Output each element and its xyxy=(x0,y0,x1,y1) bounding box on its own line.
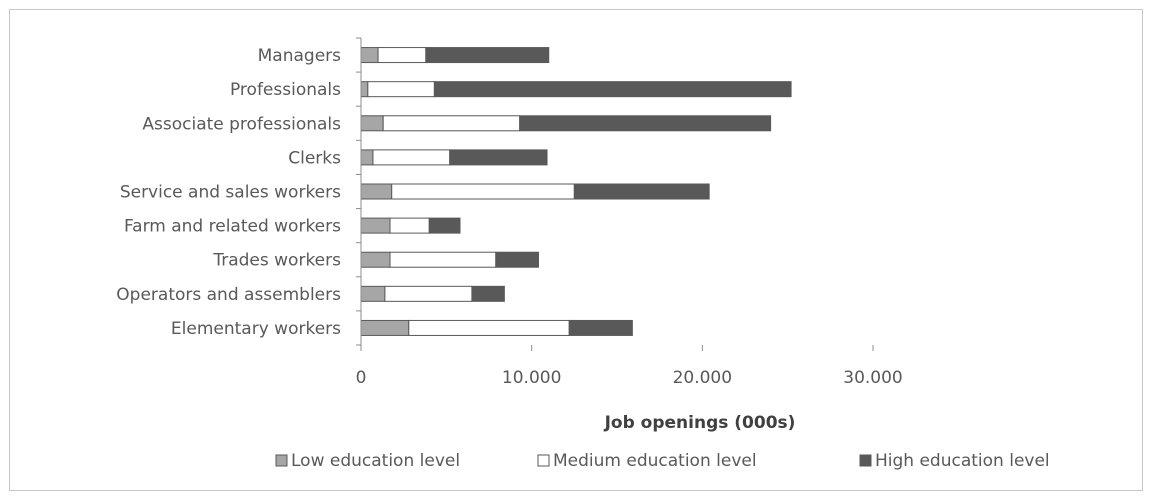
bar-segment-3-5 xyxy=(573,183,710,200)
category-label: Clerks xyxy=(288,148,341,168)
legend-swatch-2 xyxy=(537,454,550,467)
legend-label-2: Medium education level xyxy=(553,451,757,471)
bar-segment-3-1 xyxy=(425,47,550,64)
bar-segment-2-6 xyxy=(389,217,430,234)
bar-segment-1-6 xyxy=(360,217,391,234)
bar-segment-2-8 xyxy=(384,285,473,302)
x-tick-label: 10.000 xyxy=(502,368,561,388)
bar-segment-1-3 xyxy=(360,115,384,132)
bar-segment-1-2 xyxy=(360,81,369,98)
bar-segment-3-2 xyxy=(433,81,792,98)
category-label: Service and sales workers xyxy=(120,183,341,203)
bar-segment-3-4 xyxy=(449,149,548,166)
x-tick-label: 0 xyxy=(356,368,367,388)
labels-layer: Managers Professionals Associate professio… xyxy=(116,46,902,388)
bar-segment-3-7 xyxy=(495,251,539,268)
bar-segment-1-9 xyxy=(360,319,410,336)
bar-segment-1-5 xyxy=(360,183,393,200)
bar-segment-3-9 xyxy=(568,319,633,336)
bar-segment-1-4 xyxy=(360,149,374,166)
legend: Low education level Medium education leve… xyxy=(275,451,1050,471)
legend-label-1: Low education level xyxy=(291,451,460,471)
category-label: Trades workers xyxy=(212,251,341,271)
bar-segment-3-3 xyxy=(519,115,772,132)
bar-segment-2-4 xyxy=(372,149,451,166)
bar-segment-2-7 xyxy=(389,251,497,268)
legend-swatch-3 xyxy=(859,454,872,467)
category-label: Elementary workers xyxy=(171,319,341,339)
bar-segment-2-3 xyxy=(382,115,521,132)
bar-segment-3-6 xyxy=(428,217,461,234)
category-label: Associate professionals xyxy=(142,114,341,134)
bar-segment-1-8 xyxy=(360,285,386,302)
bar-segment-2-5 xyxy=(391,183,575,200)
axes-layer xyxy=(356,37,874,351)
legend-swatch-1 xyxy=(275,454,288,467)
legend-label-3: High education level xyxy=(875,451,1050,471)
bars-layer xyxy=(360,47,792,336)
category-label: Managers xyxy=(258,46,342,66)
category-label: Farm and related workers xyxy=(124,217,341,237)
category-label: Operators and assemblers xyxy=(116,285,341,305)
x-tick-label: 20.000 xyxy=(673,368,732,388)
bar-segment-2-1 xyxy=(377,47,427,64)
bar-segment-2-9 xyxy=(408,319,570,336)
bar-segment-3-8 xyxy=(471,285,505,302)
x-axis-title: Job openings (000s) xyxy=(604,413,796,433)
bar-segment-1-1 xyxy=(360,47,379,64)
x-tick-label: 30.000 xyxy=(843,368,902,388)
bar-segment-1-7 xyxy=(360,251,391,268)
category-label: Professionals xyxy=(230,80,341,100)
bar-segment-2-2 xyxy=(367,81,435,98)
